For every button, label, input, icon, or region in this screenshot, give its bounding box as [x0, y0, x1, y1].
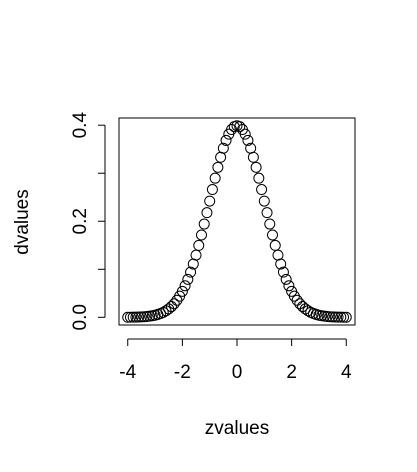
y-tick-label: 0.4 — [70, 112, 91, 139]
data-point — [212, 161, 224, 173]
data-point — [195, 229, 207, 241]
data-point — [239, 128, 251, 140]
data-point — [133, 311, 145, 323]
y-axis: 0.0 0.2 0.4 — [70, 112, 106, 331]
data-point — [234, 121, 246, 133]
x-tick-label: -2 — [174, 362, 191, 383]
x-axis-label: zvalues — [205, 418, 269, 439]
data-point — [226, 124, 238, 136]
data-point — [157, 306, 169, 318]
data-point — [299, 303, 311, 315]
data-point — [327, 311, 339, 323]
data-point — [165, 301, 177, 313]
data-point — [130, 311, 142, 323]
data-point — [258, 195, 270, 207]
data-point — [215, 151, 227, 163]
data-point — [256, 184, 268, 196]
data-point — [280, 273, 292, 285]
data-point — [294, 298, 306, 310]
data-point — [332, 311, 344, 323]
data-point — [122, 311, 134, 323]
data-point — [209, 172, 221, 184]
data-point — [335, 311, 347, 323]
data-point — [338, 311, 350, 323]
data-point — [250, 161, 262, 173]
data-point — [190, 249, 202, 261]
data-point — [261, 207, 273, 219]
y-axis-label: dvalues — [12, 189, 33, 255]
data-point — [185, 266, 197, 278]
data-point — [201, 207, 213, 219]
x-axis: -4 -2 0 2 4 — [119, 338, 352, 383]
x-tick-label: 0 — [232, 362, 243, 383]
data-point — [269, 239, 281, 251]
data-point — [329, 311, 341, 323]
data-point — [179, 280, 191, 292]
data-point — [206, 184, 218, 196]
data-point — [168, 298, 180, 310]
data-points — [122, 120, 352, 323]
data-point — [291, 294, 303, 306]
data-point — [160, 305, 172, 317]
data-point — [275, 258, 287, 270]
plot-area-frame — [118, 117, 356, 326]
data-point — [242, 134, 254, 146]
data-point — [198, 218, 210, 230]
data-point — [297, 301, 309, 313]
data-point — [340, 311, 352, 323]
data-point — [217, 142, 229, 154]
y-tick-label: 0.2 — [70, 208, 91, 234]
data-point — [204, 195, 216, 207]
x-tick-label: 2 — [286, 362, 297, 383]
data-point — [253, 172, 265, 184]
data-point — [124, 311, 136, 323]
data-point — [264, 218, 276, 230]
x-tick-label: -4 — [119, 362, 136, 383]
data-point — [220, 134, 232, 146]
data-point — [127, 311, 139, 323]
data-point — [283, 280, 295, 292]
data-point — [277, 266, 289, 278]
data-point — [182, 273, 194, 285]
x-tick-label: 4 — [341, 362, 352, 383]
data-point — [193, 239, 205, 251]
data-point — [247, 151, 259, 163]
data-point — [176, 285, 188, 297]
data-point — [324, 311, 336, 323]
data-point — [267, 229, 279, 241]
y-tick-label: 0.0 — [70, 304, 91, 330]
data-point — [135, 311, 147, 323]
